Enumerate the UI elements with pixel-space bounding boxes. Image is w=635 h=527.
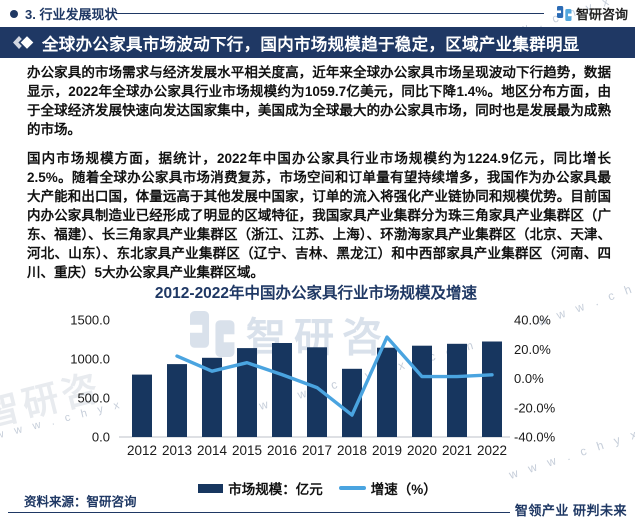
highlight-banner: 全球办公家具市场波动下行，国内市场规模趋于稳定，区域产业集群明显 xyxy=(0,27,635,58)
bar-2012 xyxy=(132,374,152,437)
x-axis-label: 2012 xyxy=(127,443,157,458)
diamond-icon xyxy=(13,35,35,50)
y-right-tick-label: 0.0% xyxy=(514,371,544,386)
legend-item-market-size: 市场规模：亿元 xyxy=(198,478,323,498)
y-left-tick-label: 1000.0 xyxy=(70,352,110,367)
x-axis-label: 2022 xyxy=(477,443,507,458)
banner-text: 全球办公家具市场波动下行，国内市场规模趋于稳定，区域产业集群明显 xyxy=(42,35,580,54)
y-right-tick-label: 40.0% xyxy=(514,313,551,328)
zhiyan-logo-icon xyxy=(556,6,572,21)
brand-name: 智研咨询 xyxy=(575,7,628,22)
brand-logo: 智研咨询 xyxy=(556,4,628,23)
bar-2013 xyxy=(167,364,187,437)
chart-title: 2012-2022年中国办公家具行业市场规模及增速 xyxy=(154,285,478,302)
line-swatch-icon xyxy=(338,486,366,490)
y-left-tick-label: 0.0 xyxy=(92,430,110,445)
chart-plot: 1500.0 1000.0 500.0 0.0 40.0% 20.0% 0.0% -20.0%… xyxy=(70,313,556,459)
x-axis-label: 2020 xyxy=(407,443,437,458)
legend-item-growth: 增速（%） xyxy=(338,478,437,498)
bar-swatch-icon xyxy=(198,483,224,493)
x-axis-label: 2018 xyxy=(337,443,367,458)
chart-legend: 市场规模：亿元 增速（%） xyxy=(0,478,635,498)
bar-2014 xyxy=(202,357,222,437)
footer-divider xyxy=(8,512,510,513)
x-axis-label: 2017 xyxy=(302,443,332,458)
bar-2018 xyxy=(342,368,362,438)
x-axis-label: 2016 xyxy=(267,443,297,458)
y-left-tick-label: 500.0 xyxy=(77,391,110,406)
growth-line xyxy=(175,335,494,417)
legend-label: 增速（%） xyxy=(370,482,437,497)
paragraph-domestic-market: 国内市场规模方面，据统计，2022年中国办公家具行业市场规模约为1224.9亿元… xyxy=(27,151,611,280)
paragraph-global-market: 办公家具的市场需求与经济发展水平相关度高，近年来全球办公家具市场呈现波动下行趋势… xyxy=(27,65,611,137)
footer-slogan: 智领产业 研判未来 xyxy=(514,503,627,518)
bar-2016 xyxy=(272,343,292,437)
section-title: 3. 行业发展现状 xyxy=(25,7,118,22)
y-right-tick-label: -20.0% xyxy=(514,400,556,415)
x-axis-label: 2015 xyxy=(232,443,262,458)
x-axis-label: 2014 xyxy=(197,443,228,458)
x-axis-label: 2019 xyxy=(372,443,402,458)
bar-2021 xyxy=(447,343,467,437)
y-right-tick-label: 20.0% xyxy=(514,342,551,357)
x-axis-label: 2013 xyxy=(162,443,192,458)
x-axis-label: 2021 xyxy=(442,443,472,458)
y-right-tick-label: -40.0% xyxy=(514,430,556,445)
data-source: 资料来源：智研咨询 xyxy=(24,495,137,509)
bar-2020 xyxy=(412,345,432,437)
bar-2022 xyxy=(482,341,502,437)
bar-2017 xyxy=(307,347,327,437)
legend-label: 市场规模：亿元 xyxy=(228,482,323,497)
header-divider xyxy=(116,13,544,14)
bar-2015 xyxy=(237,348,257,437)
y-left-tick-label: 1500.0 xyxy=(70,313,110,328)
bar-2019 xyxy=(377,347,397,437)
section-bullet-icon xyxy=(10,10,18,18)
